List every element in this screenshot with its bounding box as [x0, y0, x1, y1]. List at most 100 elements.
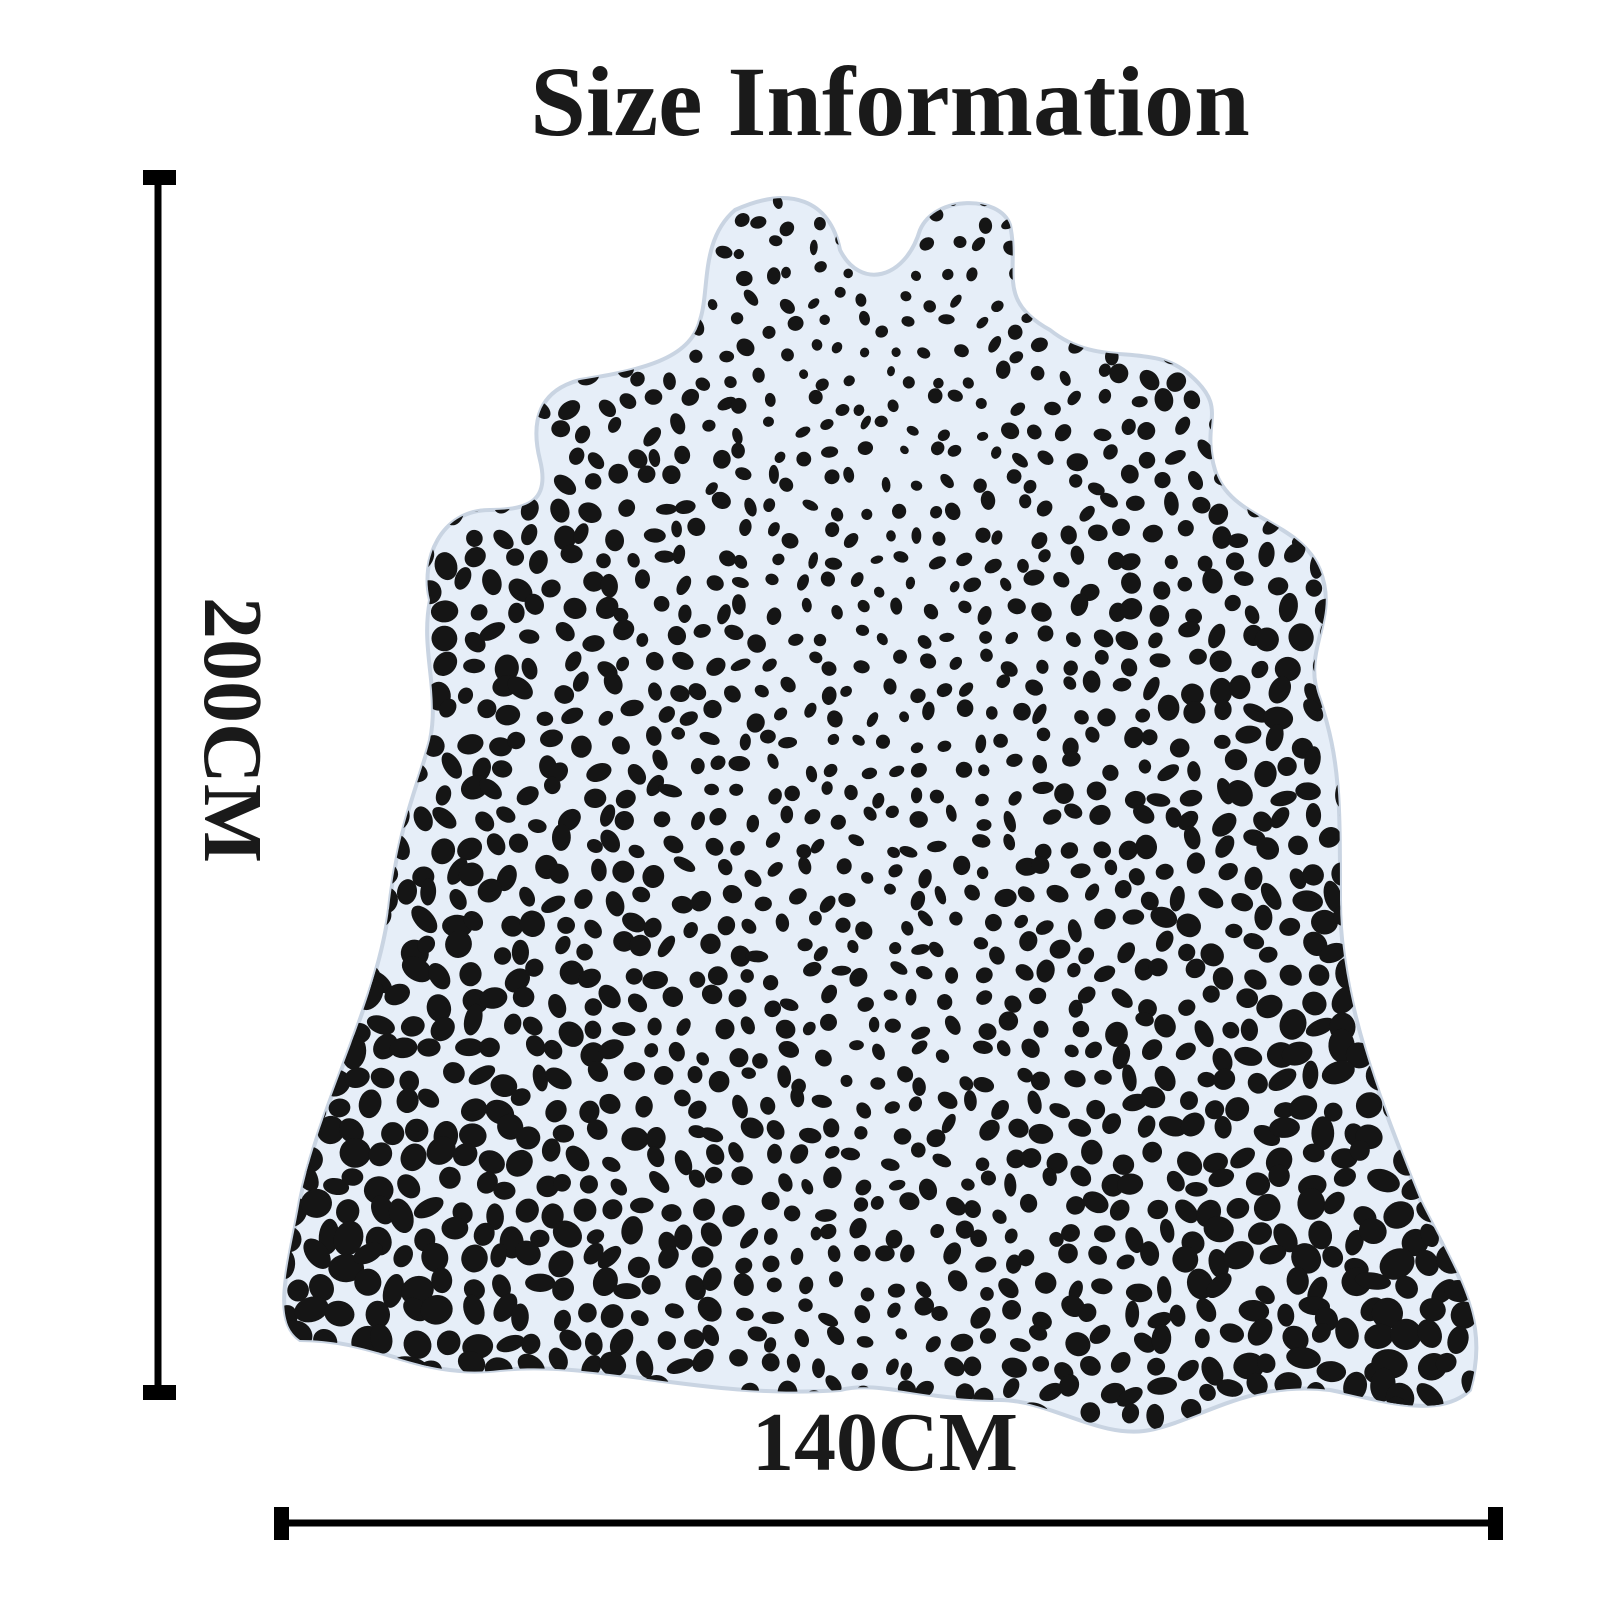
spot: [284, 803, 302, 826]
spot: [1274, 656, 1301, 682]
spot: [523, 319, 540, 337]
spot: [1282, 1325, 1309, 1352]
spot: [735, 1257, 753, 1274]
spot: [458, 862, 484, 887]
spot: [689, 349, 703, 363]
spot: [1142, 524, 1163, 543]
spot: [1154, 1014, 1176, 1038]
spot: [341, 840, 361, 860]
spot: [1256, 837, 1280, 860]
spot: [383, 538, 406, 567]
spot: [1030, 1071, 1050, 1091]
spot: [728, 1142, 744, 1163]
spot: [1178, 999, 1196, 1016]
spot: [910, 270, 922, 282]
spot: [439, 1166, 461, 1189]
spot: [979, 1328, 997, 1344]
spot: [583, 571, 605, 592]
spot: [1110, 1352, 1131, 1373]
spot: [284, 358, 306, 383]
spot: [1128, 198, 1142, 201]
spot: [1475, 1010, 1477, 1040]
spot: [1343, 385, 1366, 411]
spot: [496, 864, 517, 892]
spot: [1068, 999, 1083, 1018]
spot: [717, 604, 731, 625]
spot: [1442, 1143, 1463, 1170]
spot: [781, 533, 799, 549]
spot: [495, 704, 521, 726]
spot: [835, 917, 851, 933]
spot: [674, 445, 691, 465]
spot: [777, 1065, 792, 1088]
spot: [1246, 1372, 1268, 1396]
spot: [414, 392, 431, 409]
spot: [475, 811, 495, 832]
spot: [1349, 1140, 1370, 1161]
spot: [809, 651, 823, 664]
spot: [1074, 198, 1088, 210]
spot: [1149, 653, 1171, 668]
spot: [1358, 1218, 1387, 1245]
spot: [688, 1169, 706, 1188]
spot: [1258, 541, 1275, 568]
spot: [541, 895, 566, 914]
spot: [340, 522, 361, 544]
spot: [426, 1136, 456, 1165]
spot: [1288, 835, 1308, 856]
spot: [420, 878, 437, 906]
spot: [294, 1296, 329, 1323]
spot: [629, 338, 647, 356]
spot: [1158, 1116, 1187, 1137]
spot: [612, 860, 635, 883]
spot: [287, 1279, 309, 1302]
spot: [1448, 910, 1475, 941]
spot: [678, 604, 692, 623]
spot: [1182, 287, 1202, 307]
spot: [980, 1287, 994, 1301]
spot: [605, 529, 625, 552]
spot: [1318, 827, 1341, 848]
spot: [433, 1386, 462, 1411]
spot: [1026, 424, 1042, 440]
spot: [506, 1149, 533, 1177]
spot: [516, 786, 539, 806]
spot: [1449, 811, 1473, 840]
spot: [401, 956, 433, 983]
spot: [544, 363, 566, 383]
spot: [1097, 322, 1112, 337]
spot: [673, 856, 696, 872]
spot: [439, 439, 458, 463]
spot: [1042, 1167, 1057, 1187]
spot: [1178, 621, 1200, 638]
spot: [1446, 1408, 1473, 1430]
spot: [647, 1017, 662, 1036]
spot: [890, 961, 908, 975]
spot: [1115, 631, 1139, 651]
spot: [1444, 839, 1470, 863]
spot: [1267, 577, 1289, 596]
spot: [633, 268, 653, 283]
spot: [1004, 995, 1022, 1013]
spot: [670, 685, 690, 703]
spot: [778, 737, 798, 749]
spot: [1249, 236, 1265, 255]
spot: [1036, 500, 1053, 517]
spot: [524, 245, 538, 260]
spot: [312, 1038, 337, 1065]
spot: [1212, 1047, 1233, 1073]
spot: [609, 1328, 634, 1356]
spot: [893, 1128, 912, 1145]
spot: [989, 946, 1005, 965]
spot: [780, 805, 794, 824]
spot: [1383, 1201, 1415, 1229]
spot: [1287, 439, 1307, 460]
spot: [929, 789, 945, 804]
spot: [1357, 416, 1379, 438]
spot: [910, 688, 926, 704]
spot: [766, 267, 781, 285]
spot: [428, 962, 451, 990]
spot: [767, 522, 780, 537]
spot: [284, 780, 307, 804]
spot: [866, 712, 879, 728]
